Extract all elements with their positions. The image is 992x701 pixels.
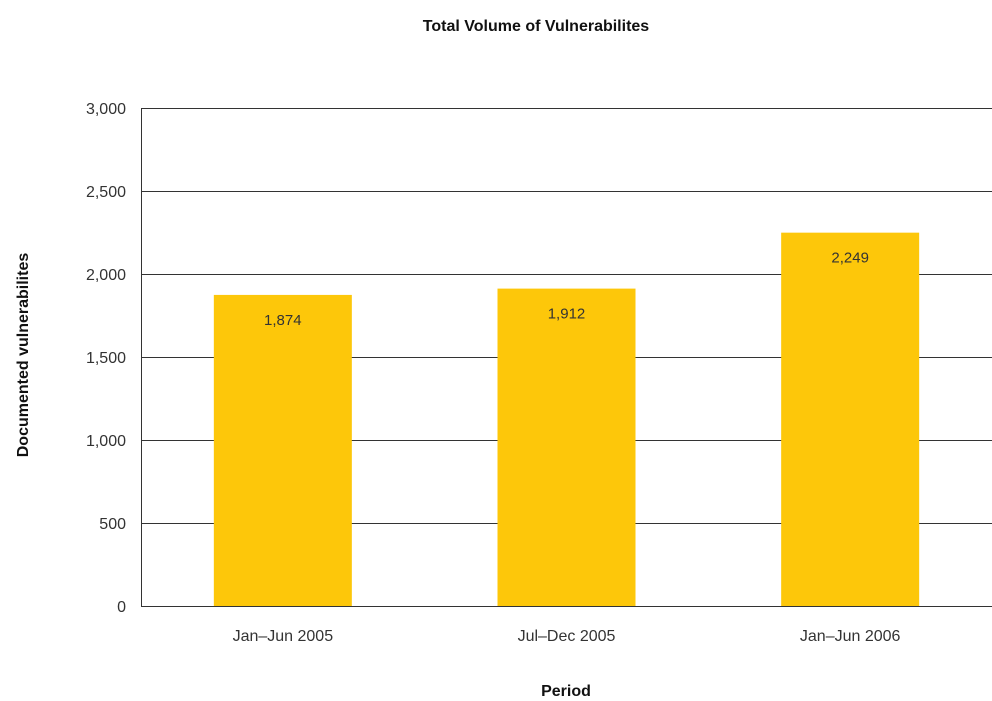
data-label: 1,874 <box>264 312 302 329</box>
y-tick-label: 1,000 <box>86 433 126 450</box>
y-tick-label: 2,500 <box>86 184 126 201</box>
y-tick-label: 1,500 <box>86 350 126 367</box>
x-tick-label: Jan–Jun 2006 <box>800 628 901 645</box>
data-labels: 1,874 1,912 2,249 <box>264 250 869 329</box>
bar <box>213 294 352 606</box>
y-tick-label: 0 <box>117 599 126 616</box>
bar <box>497 288 636 606</box>
data-label: 2,249 <box>831 250 869 267</box>
chart-title: Total Volume of Vulnerabilites <box>423 18 650 35</box>
y-tick-label: 500 <box>99 516 126 533</box>
y-axis-label: Documented vulnerabilites <box>15 253 32 458</box>
y-tick-label: 3,000 <box>86 101 126 118</box>
y-tick-label: 2,000 <box>86 267 126 284</box>
bars <box>213 232 920 606</box>
x-axis-label: Period <box>541 683 591 700</box>
bar <box>781 232 920 606</box>
y-tick-labels: 0 500 1,000 1,500 2,000 2,500 3,000 <box>86 101 126 616</box>
x-tick-label: Jul–Dec 2005 <box>518 628 616 645</box>
x-tick-label: Jan–Jun 2005 <box>233 628 334 645</box>
x-tick-labels: Jan–Jun 2005 Jul–Dec 2005 Jan–Jun 2006 <box>233 628 901 645</box>
data-label: 1,912 <box>548 306 586 323</box>
